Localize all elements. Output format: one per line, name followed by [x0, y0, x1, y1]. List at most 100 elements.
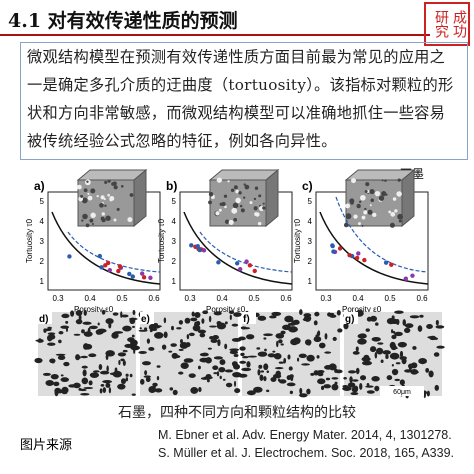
x-tick-label: 0.4 — [84, 294, 96, 303]
texture — [91, 222, 94, 226]
grain — [324, 351, 332, 354]
y-tick-label: 2 — [308, 257, 313, 266]
grain — [317, 378, 326, 385]
grain — [105, 382, 111, 388]
grain — [352, 379, 359, 382]
grain — [391, 334, 397, 340]
grain — [360, 309, 363, 316]
grain — [169, 387, 174, 391]
y-tick-label: 5 — [308, 197, 313, 206]
texture — [81, 219, 84, 222]
grain — [306, 354, 315, 362]
grain — [105, 318, 114, 325]
point — [130, 274, 135, 279]
grain — [382, 350, 391, 355]
texture — [101, 212, 105, 216]
grain — [313, 320, 318, 326]
grain — [224, 321, 228, 325]
cube-image — [345, 179, 403, 227]
texture — [244, 184, 250, 190]
grain — [320, 385, 325, 390]
x-tick-label: 0.5 — [116, 294, 128, 303]
grain — [299, 309, 303, 316]
grain — [60, 374, 64, 377]
grain — [80, 355, 88, 359]
texture — [90, 212, 96, 218]
grain — [240, 326, 247, 330]
text-line: 状和方向非常敏感，而微观结构模型可以准确地抓住一些容易 — [27, 104, 446, 122]
grain — [112, 370, 122, 378]
grain — [361, 356, 371, 362]
grain — [231, 323, 239, 327]
grain — [120, 378, 127, 385]
grain — [247, 355, 257, 358]
grain — [275, 333, 285, 339]
grain — [117, 352, 127, 357]
texture — [353, 214, 358, 219]
grain — [200, 377, 210, 380]
texture — [104, 204, 107, 208]
grain — [81, 329, 85, 334]
grain — [50, 373, 59, 380]
texture — [364, 190, 368, 194]
grain — [199, 332, 206, 338]
texture — [381, 191, 387, 197]
grain — [253, 386, 263, 393]
grain — [239, 360, 247, 364]
point — [67, 254, 72, 259]
references: M. Ebner et al. Adv. Energy Mater. 2014,… — [158, 426, 454, 462]
grain — [108, 387, 112, 394]
grain — [122, 360, 126, 366]
texture — [87, 195, 93, 201]
grain — [264, 348, 267, 352]
text-line: 被传统经验公式忽略的特征，例如各向异性。 — [27, 132, 337, 150]
x-tick-label: 0.3 — [320, 294, 332, 303]
model-curve — [183, 211, 293, 285]
model-curve — [51, 211, 161, 285]
logo: 成功研究 — [424, 2, 470, 46]
grain — [349, 376, 353, 383]
grain — [197, 329, 207, 334]
texture — [397, 213, 403, 220]
grain — [206, 378, 210, 383]
grain — [426, 323, 433, 330]
grain — [263, 333, 273, 337]
cube-side — [133, 168, 147, 228]
grain — [301, 363, 310, 366]
grain — [350, 392, 359, 396]
grain — [42, 372, 51, 376]
label-bg — [344, 312, 358, 324]
grain — [343, 322, 349, 330]
x-axis-label: Porosity ε0 — [74, 305, 114, 314]
grain — [359, 333, 367, 339]
grain — [394, 310, 404, 314]
grain — [369, 315, 378, 322]
grain — [219, 359, 226, 366]
grain — [385, 354, 389, 360]
grain — [190, 317, 198, 322]
grain — [270, 353, 280, 358]
texture — [235, 197, 241, 204]
texture — [233, 185, 238, 190]
grain — [256, 347, 261, 350]
grain — [277, 378, 281, 382]
grain — [374, 351, 378, 359]
grain — [303, 313, 312, 318]
micrograph-label: e) — [141, 314, 150, 325]
grain — [125, 377, 129, 382]
label-bg — [242, 312, 256, 324]
point — [141, 275, 147, 280]
text-box: 微观结构模型在预测有效传递性质方面目前最为常见的应用之 一是确定多孔介质的迂曲度（… — [20, 42, 468, 160]
grain — [83, 331, 93, 337]
y-tick-label: 4 — [40, 217, 45, 226]
grain — [389, 352, 400, 360]
grain — [288, 326, 298, 333]
grain — [391, 363, 394, 367]
grain — [389, 318, 400, 325]
grain — [404, 323, 414, 329]
grain — [213, 356, 223, 360]
grain — [113, 331, 124, 334]
grain — [335, 369, 343, 374]
grain — [58, 339, 62, 344]
texture — [113, 218, 117, 222]
